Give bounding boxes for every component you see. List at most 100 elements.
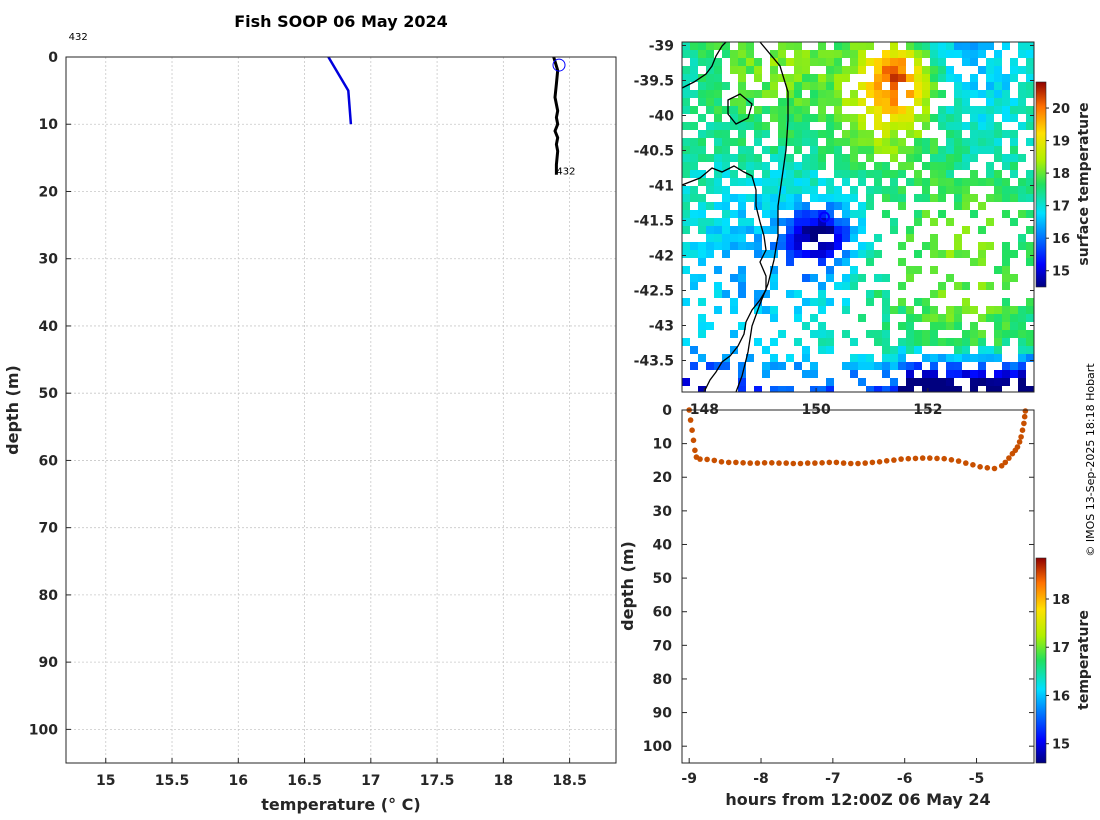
map-sst-cell xyxy=(778,194,786,202)
map-sst-cell xyxy=(1018,354,1026,362)
map-sst-cell xyxy=(954,234,962,242)
map-sst-cell xyxy=(874,106,882,114)
map-sst-cell xyxy=(730,178,738,186)
map-sst-cell xyxy=(1026,178,1034,186)
track-point xyxy=(725,459,732,466)
map-sst-cell xyxy=(794,306,802,314)
map-sst-cell xyxy=(794,242,802,250)
map-sst-cell xyxy=(890,378,898,386)
map-sst-cell xyxy=(874,146,882,154)
credit-text: © IMOS 13-Sep-2025 18:18 Hobart xyxy=(1084,363,1097,557)
map-sst-cell xyxy=(850,370,858,378)
map-sst-cell xyxy=(938,314,946,322)
map-sst-cell xyxy=(1018,362,1026,370)
map-sst-cell xyxy=(1018,338,1026,346)
map-lat-tick-label: -43.5 xyxy=(634,354,674,370)
track-point xyxy=(690,437,697,444)
map-sst-cell xyxy=(1002,306,1010,314)
map-sst-cell xyxy=(874,274,882,282)
map-colorbar: 15 16 17 18 19 20 surface temperature xyxy=(1035,81,1092,288)
map-sst-cell xyxy=(970,370,978,378)
map-sst-cell xyxy=(986,194,994,202)
map-sst-cell xyxy=(930,218,938,226)
map-sst-cell xyxy=(906,50,914,58)
track-point xyxy=(1019,427,1026,434)
map-sst-cell xyxy=(698,58,706,66)
map-sst-cell xyxy=(834,226,842,234)
map-sst-cell xyxy=(970,330,978,338)
map-sst-cell xyxy=(906,130,914,138)
map-sst-cell xyxy=(954,354,962,362)
map-sst-cell xyxy=(1002,74,1010,82)
map-sst-cell xyxy=(818,106,826,114)
map-sst-cell xyxy=(858,130,866,138)
map-sst-cell xyxy=(818,322,826,330)
track-point xyxy=(826,459,833,466)
map-sst-cell xyxy=(850,66,858,74)
map-sst-cell xyxy=(1018,82,1026,90)
track-point xyxy=(1021,420,1027,427)
map-sst-cell xyxy=(866,290,874,298)
map-sst-cell xyxy=(754,338,762,346)
map-sst-cell xyxy=(842,218,850,226)
map-lat-tick-label: -39 xyxy=(649,39,674,55)
map-sst-cell xyxy=(986,162,994,170)
map-sst-cell xyxy=(770,202,778,210)
map-sst-cell xyxy=(946,178,954,186)
map-sst-cell xyxy=(810,146,818,154)
map-sst-cell xyxy=(914,178,922,186)
map-sst-cell xyxy=(826,242,834,250)
profile-y-tick-label: 100 xyxy=(29,722,58,738)
map-sst-cell xyxy=(986,282,994,290)
map-sst-cell xyxy=(858,210,866,218)
map-sst-cell xyxy=(970,130,978,138)
map-sst-cell xyxy=(858,362,866,370)
map-sst-cell xyxy=(834,50,842,58)
map-sst-cell xyxy=(770,154,778,162)
map-sst-cell xyxy=(930,66,938,74)
map-sst-cell xyxy=(802,170,810,178)
map-sst-cell xyxy=(706,42,714,50)
map-sst-cell xyxy=(962,50,970,58)
map-sst-cell xyxy=(890,122,898,130)
map-sst-cell xyxy=(1026,82,1034,90)
map-sst-cell xyxy=(938,122,946,130)
track-point xyxy=(948,457,955,463)
map-sst-cell xyxy=(802,354,810,362)
map-sst-cell xyxy=(858,42,866,50)
map-sst-cell xyxy=(914,210,922,218)
map-sst-cell xyxy=(730,298,738,306)
map-sst-cell xyxy=(986,130,994,138)
track-point xyxy=(869,459,876,466)
track-point xyxy=(697,456,703,462)
map-sst-cell xyxy=(746,66,754,74)
map-sst-cell xyxy=(1026,210,1034,218)
map-sst-cell xyxy=(986,218,994,226)
map-sst-cell xyxy=(978,146,986,154)
map-sst-cell xyxy=(690,74,698,82)
map-sst-cell xyxy=(682,98,690,106)
map-sst-cell xyxy=(682,218,690,226)
track-colorbar-tick-label: 17 xyxy=(1052,641,1070,656)
track-point xyxy=(769,460,775,466)
map-sst-cell xyxy=(682,66,690,74)
map-sst-cell xyxy=(794,162,802,170)
map-sst-cell xyxy=(786,290,794,298)
track-x-tick-label: -7 xyxy=(825,771,841,787)
map-sst-cell xyxy=(1002,378,1010,386)
map-sst-cell xyxy=(1026,90,1034,98)
map-sst-cell xyxy=(698,50,706,58)
map-sst-cell xyxy=(786,250,794,258)
map-sst-cell xyxy=(1010,74,1018,82)
map-sst-cell xyxy=(986,122,994,130)
map-sst-cell xyxy=(850,282,858,290)
map-sst-cell xyxy=(706,218,714,226)
profile-series-line xyxy=(327,56,353,125)
map-sst-cell xyxy=(722,194,730,202)
surface-temperature-map: -39 -39.5 -40 -40.5 -41 -41.5 -42 -42.5 -43 -43.5… xyxy=(634,39,1092,419)
map-sst-cell xyxy=(802,210,810,218)
map-colorbar-tick-label: 18 xyxy=(1052,167,1070,182)
map-sst-cell xyxy=(690,50,698,58)
map-sst-cell xyxy=(738,178,746,186)
map-sst-cell xyxy=(914,330,922,338)
